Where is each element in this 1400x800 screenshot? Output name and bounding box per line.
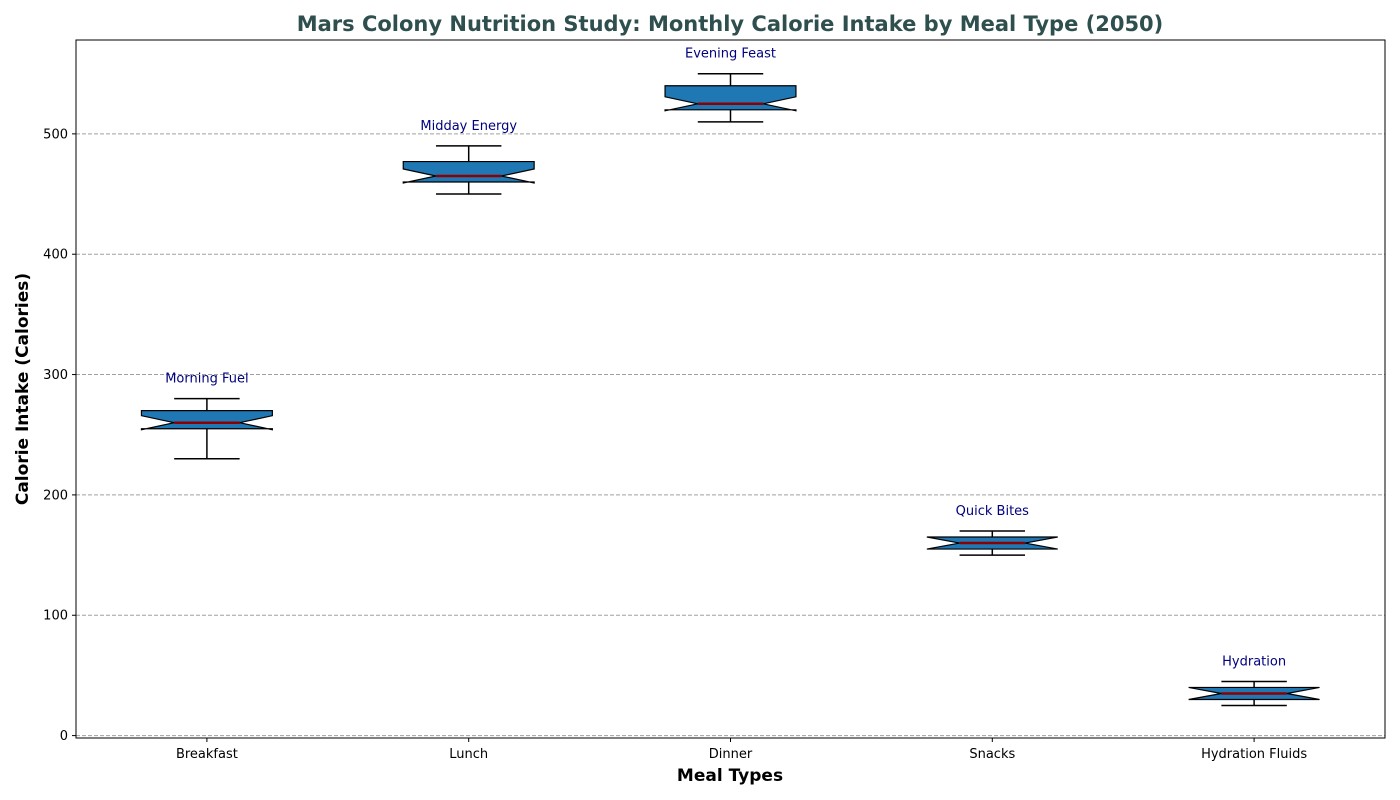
y-axis: 0 100 200 300 400 500 (43, 127, 76, 744)
box-annotations: Morning Fuel Midday Energy Evening Feast Qu… (165, 47, 1286, 670)
x-tick-label: Breakfast (176, 747, 238, 762)
x-axis-label: Meal Types (677, 766, 783, 786)
box-breakfast (140, 397, 273, 460)
box-annotation: Evening Feast (685, 47, 776, 62)
x-axis: Breakfast Lunch Dinner Snacks Hydration Flui… (176, 738, 1307, 762)
box-annotation: Midday Energy (420, 119, 517, 134)
box-snacks (926, 530, 1058, 556)
y-tick-label: 300 (43, 368, 68, 383)
chart-title: Mars Colony Nutrition Study: Monthly Cal… (297, 12, 1164, 36)
box-body (140, 410, 273, 431)
plot-area-frame (75, 39, 1386, 739)
box-body (402, 160, 535, 184)
x-tick-label: Snacks (969, 747, 1015, 762)
y-tick-label: 200 (43, 488, 68, 503)
y-tick-label: 400 (43, 248, 68, 263)
box-annotation: Morning Fuel (165, 372, 248, 387)
box-series (140, 72, 1320, 707)
x-tick-label: Lunch (449, 747, 488, 762)
y-tick-label: 0 (60, 729, 68, 744)
box-dinner (664, 72, 797, 123)
gridlines (76, 133, 1385, 737)
box-body (664, 85, 797, 112)
y-axis-label: Calorie Intake (Calories) (13, 273, 33, 505)
box-annotation: Hydration (1222, 654, 1286, 669)
x-tick-label: Dinner (709, 747, 753, 762)
y-tick-label: 500 (43, 127, 68, 142)
y-tick-label: 100 (43, 609, 68, 624)
box-annotation: Quick Bites (956, 504, 1030, 519)
x-tick-label: Hydration Fluids (1201, 747, 1307, 762)
box-hydration-fluids (1188, 680, 1320, 707)
box-lunch (402, 145, 535, 195)
